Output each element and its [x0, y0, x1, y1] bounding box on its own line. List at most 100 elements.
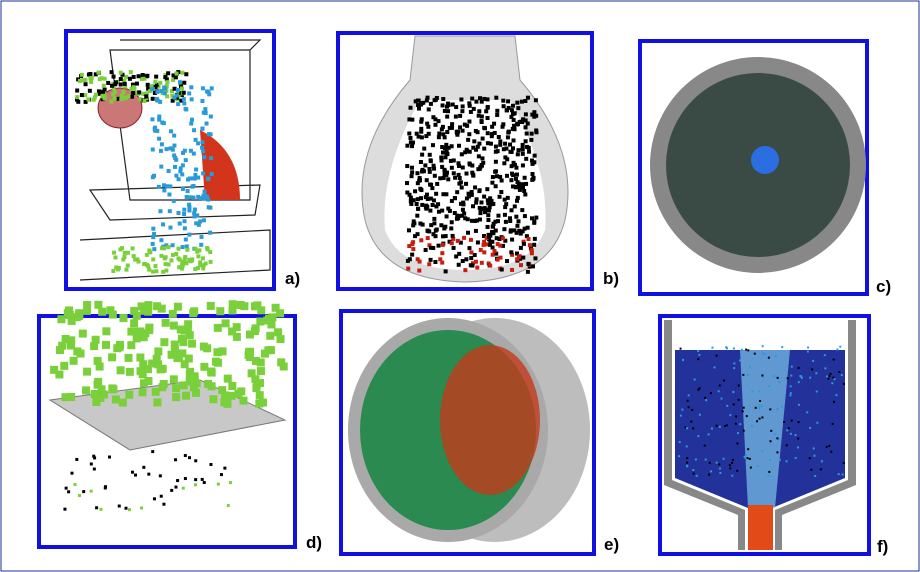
- particle: [75, 311, 83, 319]
- particle: [183, 255, 187, 259]
- particle: [110, 70, 114, 74]
- particle: [679, 441, 681, 443]
- particle: [486, 218, 490, 222]
- particle: [159, 238, 163, 242]
- particle: [184, 261, 188, 265]
- particle: [477, 109, 481, 113]
- particle: [162, 503, 165, 506]
- particle: [432, 217, 436, 221]
- particle: [194, 167, 198, 171]
- particle: [210, 86, 214, 90]
- particle: [516, 196, 520, 200]
- particle: [160, 120, 164, 124]
- particle: [276, 309, 284, 317]
- particle: [732, 391, 734, 393]
- particle: [159, 165, 163, 169]
- particle: [761, 375, 763, 377]
- particle: [193, 177, 197, 181]
- particle: [142, 99, 146, 103]
- particle: [726, 424, 728, 426]
- particle: [795, 457, 797, 459]
- particle: [228, 327, 236, 335]
- particle: [457, 182, 461, 186]
- particle: [209, 132, 213, 136]
- particle: [202, 189, 206, 193]
- particle: [203, 344, 211, 352]
- particle: [60, 362, 68, 370]
- particle: [415, 214, 419, 218]
- particle: [440, 145, 444, 149]
- particle: [66, 311, 74, 319]
- particle: [524, 182, 528, 186]
- particle: [724, 425, 726, 427]
- particle: [190, 118, 194, 122]
- particle: [810, 469, 812, 471]
- particle: [188, 456, 191, 459]
- particle: [190, 97, 194, 101]
- particle: [159, 474, 162, 477]
- particle: [457, 263, 461, 267]
- particle: [769, 459, 771, 461]
- particle: [809, 377, 811, 379]
- particle: [429, 158, 433, 162]
- particle: [441, 243, 445, 247]
- particle: [448, 209, 452, 213]
- particle: [405, 181, 409, 185]
- particle: [434, 204, 438, 208]
- particle: [742, 374, 744, 376]
- particle: [103, 96, 107, 100]
- particle: [746, 415, 748, 417]
- particle: [426, 236, 430, 240]
- particle: [470, 97, 474, 101]
- particle: [67, 336, 75, 344]
- particle: [416, 207, 420, 211]
- particle: [745, 349, 747, 351]
- particle: [228, 382, 236, 390]
- particle: [424, 134, 428, 138]
- particle: [444, 269, 448, 273]
- particle: [83, 368, 91, 376]
- particle: [705, 399, 707, 401]
- particle: [117, 366, 125, 374]
- particle: [738, 399, 740, 401]
- particle: [788, 427, 790, 429]
- particle: [435, 182, 439, 186]
- particle: [128, 77, 132, 81]
- particle: [723, 379, 725, 381]
- particle: [779, 381, 781, 383]
- particle: [446, 109, 450, 113]
- particle: [743, 430, 745, 432]
- particle: [513, 111, 517, 115]
- particle: [697, 358, 699, 360]
- particle: [478, 211, 482, 215]
- particle: [83, 78, 87, 82]
- particle: [429, 258, 433, 262]
- particle: [463, 268, 467, 272]
- particle: [184, 72, 188, 76]
- particle: [430, 186, 434, 190]
- particle: [743, 407, 745, 409]
- particle: [208, 250, 212, 254]
- particle: [465, 124, 469, 128]
- particle: [487, 235, 491, 239]
- particle: [506, 135, 510, 139]
- particle: [166, 71, 170, 75]
- particle: [161, 222, 165, 226]
- particle: [682, 359, 684, 361]
- particle: [809, 457, 811, 459]
- particle: [452, 158, 456, 162]
- particle: [456, 216, 460, 220]
- particle: [433, 123, 437, 127]
- particle: [473, 219, 477, 223]
- particle: [457, 252, 461, 256]
- particle: [193, 208, 197, 212]
- particle: [821, 460, 823, 462]
- particle: [495, 113, 499, 117]
- particle: [82, 490, 85, 493]
- particle: [440, 251, 444, 255]
- particle: [688, 394, 690, 396]
- particle: [146, 83, 150, 87]
- particle: [477, 114, 481, 118]
- particle: [458, 125, 462, 129]
- particle: [520, 208, 524, 212]
